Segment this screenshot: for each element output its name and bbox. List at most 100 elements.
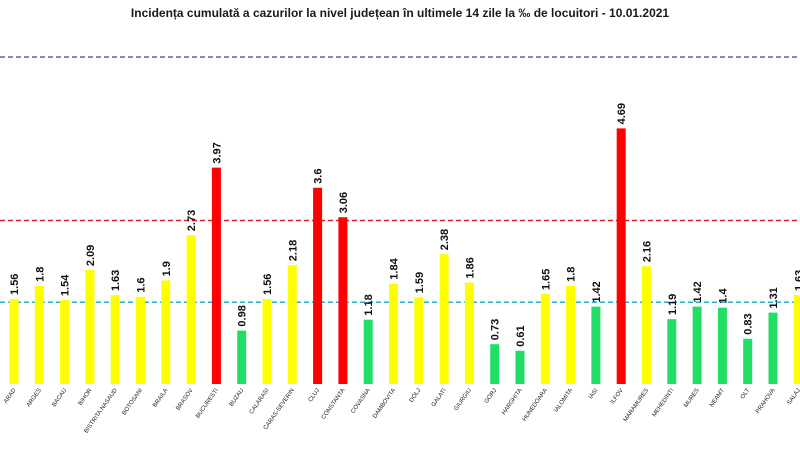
x-tick-label: ILFOV — [610, 388, 625, 406]
bar-cluj — [313, 187, 323, 384]
x-tick-label: BUZAU — [229, 388, 246, 408]
bar-constanta — [338, 217, 348, 384]
value-label: 1.42 — [591, 281, 603, 302]
bar-galati — [439, 254, 449, 384]
bar-calarasi — [262, 298, 272, 384]
x-tick-label: HUNEDOARA — [522, 388, 549, 423]
value-label: 0.83 — [743, 313, 755, 334]
x-tick-label: HARGHITA — [501, 388, 523, 416]
bar-iasi — [591, 306, 601, 384]
bar-covasna — [363, 319, 373, 384]
value-labels: 1.56 1.8 1.54 2.09 1.63 1.6 1.9 2.73 3.97 0.98 1.5… — [9, 103, 800, 347]
bar-gorj — [490, 344, 500, 384]
bar-buzau — [237, 330, 247, 384]
bar-prahova — [768, 312, 778, 384]
bar-maramures — [642, 266, 651, 384]
value-label: 1.31 — [768, 287, 780, 308]
bar-caras-severin — [287, 265, 297, 384]
bar-brasov — [186, 235, 196, 384]
value-label: 1.8 — [566, 267, 578, 282]
x-tick-label: NEAMT — [709, 387, 726, 408]
value-label: 3.6 — [313, 169, 325, 184]
x-tick-label: OLT — [740, 387, 752, 400]
bar-mures — [692, 306, 702, 384]
x-tick-label: DAMBOVITA — [372, 388, 397, 420]
bar-neamt — [717, 307, 727, 384]
value-label: 2.38 — [439, 229, 451, 250]
value-label: 1.54 — [60, 274, 72, 296]
value-label: 1.63 — [110, 270, 122, 291]
value-label: 0.73 — [490, 319, 502, 340]
x-tick-label: BOTOSANI — [121, 387, 144, 416]
value-label: 2.16 — [642, 241, 654, 262]
bar-harghita — [515, 350, 525, 384]
x-tick-label: MURES — [683, 388, 700, 409]
bar-olt — [743, 338, 753, 384]
x-tick-label: BUCURESTI — [195, 387, 220, 419]
x-tick-label: BACAU — [51, 388, 68, 408]
value-label: 1.9 — [161, 261, 173, 276]
bar-bacau — [60, 300, 70, 384]
x-tick-label: BRAILA — [152, 388, 169, 409]
x-tick-label: COVASNA — [350, 388, 371, 415]
value-label: 1.56 — [9, 274, 21, 295]
bar-ilfov — [616, 128, 626, 384]
x-tick-label: CONSTANTA — [321, 388, 347, 421]
x-tick-label: MEHEDINTI — [652, 387, 676, 418]
bar-ialomita — [566, 285, 576, 384]
x-tick-label: BRASOV — [175, 388, 194, 412]
value-label: 2.18 — [287, 240, 299, 261]
x-tick-label: BIHOR — [78, 387, 94, 407]
bar-botosani — [136, 296, 145, 384]
bar-bistrita-nasaud — [110, 295, 120, 384]
x-tick-label: CALARASI — [249, 387, 271, 415]
value-label: 4.69 — [616, 103, 628, 124]
x-tick-label: ARGES — [26, 388, 43, 409]
bar-dolj — [414, 297, 424, 384]
value-label: 0.61 — [515, 325, 527, 346]
threshold-lines — [0, 56, 800, 303]
x-tick-label: GORJ — [484, 388, 498, 405]
value-label: 1.8 — [34, 267, 46, 282]
bar-braila — [161, 280, 171, 384]
value-label: 1.65 — [540, 269, 552, 290]
value-label: 0.98 — [237, 305, 249, 326]
value-label: 2.73 — [186, 210, 198, 231]
bar-bihor — [85, 270, 95, 384]
x-tick-label: ARAD — [3, 387, 18, 405]
bars — [9, 128, 800, 384]
bar-giurgiu — [464, 282, 474, 384]
x-tick-label: IASI — [588, 387, 600, 400]
x-tick-label: CLUJ — [308, 388, 322, 404]
value-label: 1.42 — [692, 281, 704, 302]
value-label: 3.97 — [211, 142, 223, 163]
bar-hunedoara — [540, 294, 550, 384]
value-label: 1.63 — [793, 270, 800, 291]
x-tick-label: DOLJ — [409, 388, 423, 404]
bar-bucuresti — [211, 167, 221, 384]
x-tick-label: MARAMURES — [623, 388, 650, 423]
x-tick-label: GIURGIU — [453, 388, 473, 412]
bar-arad — [9, 298, 19, 384]
x-tick-label: PRAHOVA — [755, 388, 776, 415]
value-label: 1.18 — [363, 294, 375, 315]
bar-arges — [34, 285, 44, 384]
value-label: 1.86 — [464, 257, 476, 278]
value-label: 1.59 — [414, 272, 426, 293]
value-label: 1.4 — [717, 288, 729, 304]
value-label: 1.56 — [262, 274, 274, 295]
bar-dambovita — [389, 283, 398, 384]
bar-salaj — [793, 295, 800, 384]
value-label: 1.6 — [136, 278, 148, 293]
x-tick-label: GALATI — [431, 387, 448, 408]
value-label: 1.19 — [667, 294, 679, 315]
chart-title: Incidența cumulată a cazurilor la nivel … — [130, 6, 670, 20]
bar-mehedinti — [667, 319, 677, 384]
value-label: 1.84 — [389, 257, 401, 279]
value-label: 2.09 — [85, 245, 97, 266]
x-tick-label: IALOMITA — [554, 388, 575, 414]
value-label: 3.06 — [338, 192, 350, 213]
x-tick-label: SALAJ — [787, 388, 800, 406]
